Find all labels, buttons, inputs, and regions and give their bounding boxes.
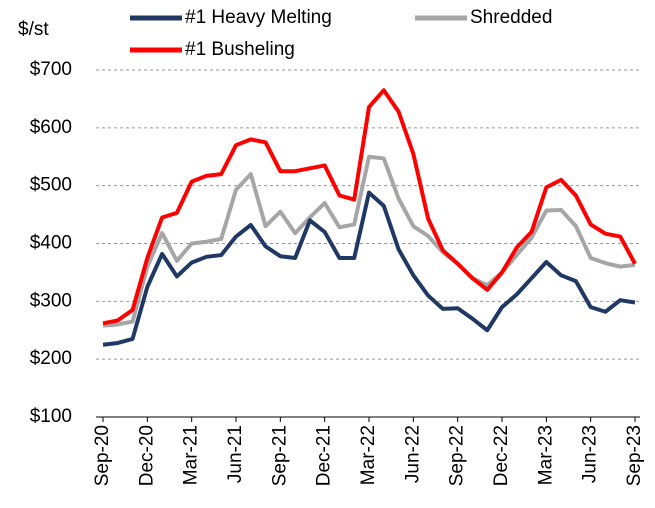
y-tick-label: $600 [30, 117, 72, 138]
series-line [102, 190, 636, 347]
x-tick-label: Jun-23 [580, 425, 601, 483]
x-tick-label: Sep-23 [624, 425, 645, 486]
x-tick-label: Mar-21 [181, 425, 202, 485]
y-tick-label: $300 [30, 290, 72, 311]
legend-label: #1 Busheling [185, 39, 295, 60]
x-tick-label: Dec-20 [136, 425, 157, 486]
x-tick-label: Mar-23 [535, 425, 556, 485]
y-tick-label: $400 [30, 233, 72, 254]
y-tick-label: $200 [30, 348, 72, 369]
series-line [102, 88, 637, 326]
series-line [102, 154, 636, 328]
y-tick-label: $700 [30, 59, 72, 80]
x-tick-label: Dec-21 [314, 425, 335, 486]
x-tick-label: Sep-20 [92, 425, 113, 486]
y-axis-label: $/st [18, 19, 49, 40]
y-tick-label: $500 [30, 175, 72, 196]
x-tick-label: Jun-22 [402, 425, 423, 483]
legend-label: Shredded [470, 7, 552, 28]
y-tick-label: $100 [30, 406, 72, 427]
x-tick-label: Jun-21 [225, 425, 246, 483]
x-tick-label: Mar-22 [358, 425, 379, 485]
x-tick-label: Dec-22 [491, 425, 512, 486]
legend-label: #1 Heavy Melting [185, 7, 332, 28]
x-tick-label: Sep-22 [447, 425, 468, 486]
x-tick-label: Sep-21 [269, 425, 290, 486]
